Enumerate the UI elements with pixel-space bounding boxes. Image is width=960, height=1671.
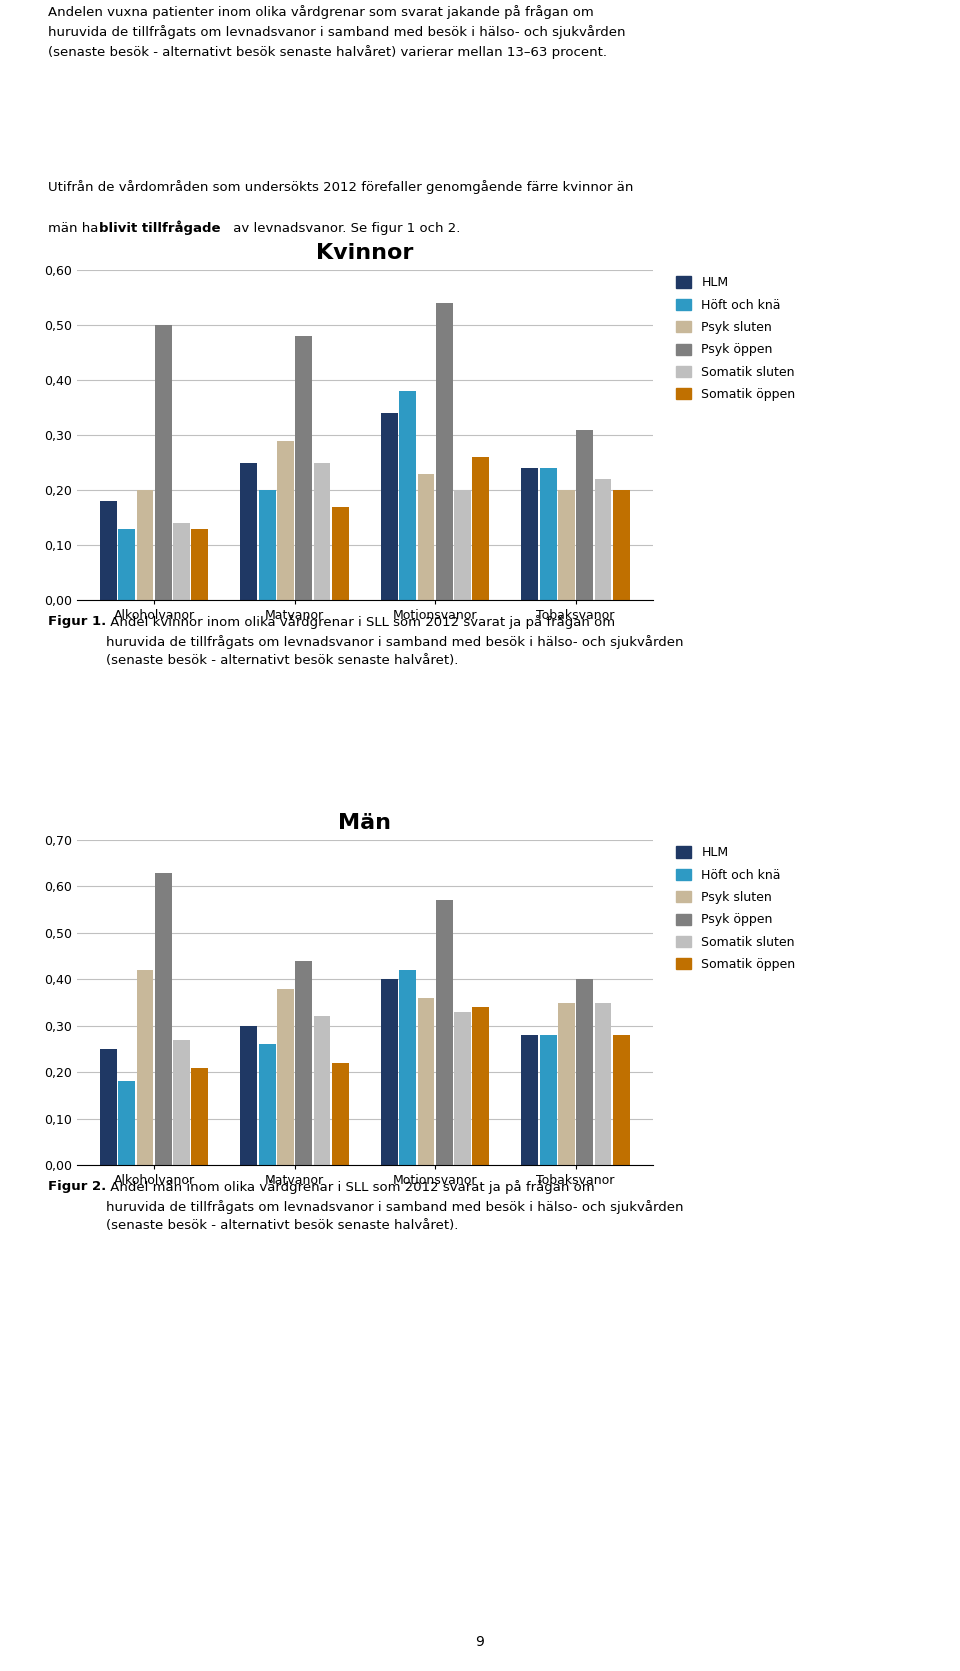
Bar (277, 441, 294, 600)
Bar (191, 1068, 208, 1165)
Bar (436, 302, 452, 600)
Bar (136, 969, 154, 1165)
Bar (100, 501, 117, 600)
Bar (521, 1034, 539, 1165)
Bar (472, 1008, 489, 1165)
Title: Män: Män (338, 812, 392, 832)
Bar (594, 480, 612, 600)
Bar (540, 468, 557, 600)
Title: Kvinnor: Kvinnor (316, 242, 414, 262)
Bar (381, 413, 397, 600)
Bar (241, 1026, 257, 1165)
Bar (418, 473, 434, 600)
Bar (418, 998, 434, 1165)
Bar (241, 463, 257, 600)
Bar (296, 336, 312, 600)
Bar (612, 1034, 630, 1165)
Bar (191, 528, 208, 600)
Bar (332, 506, 348, 600)
Bar (576, 979, 593, 1165)
Bar (332, 1063, 348, 1165)
Bar (399, 969, 416, 1165)
Bar (155, 324, 172, 600)
Bar (100, 1049, 117, 1165)
Bar (314, 463, 330, 600)
Bar (259, 1044, 276, 1165)
Legend: HLM, Höft och knä, Psyk sluten, Psyk öppen, Somatik sluten, Somatik öppen: HLM, Höft och knä, Psyk sluten, Psyk öpp… (677, 276, 796, 401)
Bar (521, 468, 539, 600)
Bar (118, 1081, 135, 1165)
Text: blivit tillfrågade: blivit tillfrågade (99, 221, 220, 236)
Text: Andel kvinnor inom olika vårdgrenar i SLL som 2012 svarat ja på frågan om
huruvi: Andel kvinnor inom olika vårdgrenar i SL… (106, 615, 684, 667)
Text: Utifrån de vårdområden som undersökts 2012 förefaller genomgående färre kvinnor : Utifrån de vårdområden som undersökts 20… (48, 180, 634, 194)
Bar (173, 1039, 190, 1165)
Bar (472, 456, 489, 600)
Bar (118, 528, 135, 600)
Text: män ha: män ha (48, 222, 103, 236)
Bar (296, 961, 312, 1165)
Bar (381, 979, 397, 1165)
Bar (540, 1034, 557, 1165)
Text: Andelen vuxna patienter inom olika vårdgrenar som svarat jakande på frågan om
hu: Andelen vuxna patienter inom olika vårdg… (48, 5, 626, 58)
Legend: HLM, Höft och knä, Psyk sluten, Psyk öppen, Somatik sluten, Somatik öppen: HLM, Höft och knä, Psyk sluten, Psyk öpp… (677, 846, 796, 971)
Bar (558, 1003, 575, 1165)
Bar (136, 490, 154, 600)
Bar (612, 490, 630, 600)
Text: Figur 2.: Figur 2. (48, 1180, 107, 1193)
Bar (576, 429, 593, 600)
Bar (259, 490, 276, 600)
Bar (155, 872, 172, 1165)
Bar (173, 523, 190, 600)
Text: Andel män inom olika vårdgrenar i SLL som 2012 svarat ja på frågan om
huruvida d: Andel män inom olika vårdgrenar i SLL so… (106, 1180, 684, 1233)
Bar (454, 490, 470, 600)
Bar (454, 1011, 470, 1165)
Bar (436, 901, 452, 1165)
Bar (594, 1003, 612, 1165)
Bar (314, 1016, 330, 1165)
Bar (558, 490, 575, 600)
Bar (399, 391, 416, 600)
Bar (277, 989, 294, 1165)
Text: av levnadsvanor. Se figur 1 och 2.: av levnadsvanor. Se figur 1 och 2. (229, 222, 461, 236)
Text: Figur 1.: Figur 1. (48, 615, 107, 628)
Text: 9: 9 (475, 1634, 485, 1649)
